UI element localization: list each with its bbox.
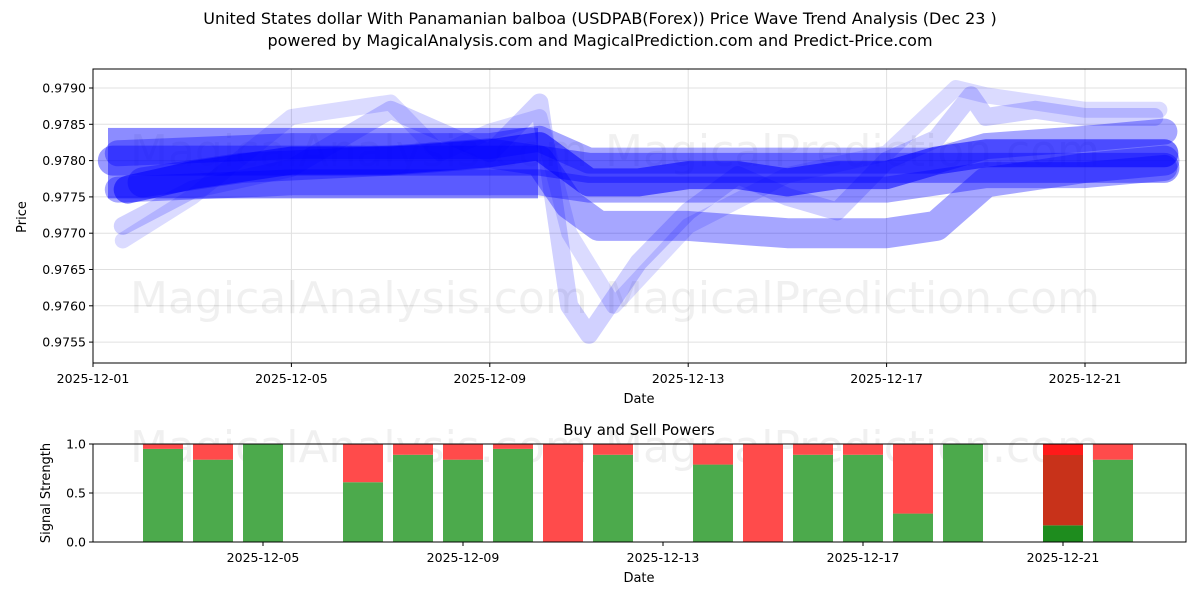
price-tick-label: 0.9790: [42, 81, 86, 96]
sell-segment: [743, 444, 783, 542]
bar-2025-12-10: [493, 444, 533, 542]
bar-2025-12-03: [143, 444, 183, 542]
sell-segment: [793, 444, 833, 455]
price-tick-label: 0.9775: [42, 189, 86, 204]
date-tick-label: 2025-12-13: [652, 371, 725, 386]
sell-segment: [143, 444, 183, 449]
price-tick-label: 0.9770: [42, 226, 86, 241]
bar-chart-title: Buy and Sell Powers: [563, 421, 715, 439]
bar-2025-12-22: [1093, 444, 1133, 542]
bar-2025-12-18: [893, 444, 933, 542]
signal-axis-ticks: 0.0 0.5 1.0: [66, 437, 93, 550]
buy-segment: [393, 454, 433, 542]
date-tick-label: 2025-12-01: [57, 371, 130, 386]
main-xlabel: Date: [623, 392, 654, 407]
watermark-analysis: MagicalAnalysis.com: [130, 273, 588, 324]
wave-rect-band: [108, 127, 538, 199]
bar-2025-12-08: [393, 444, 433, 542]
date-axis-ticks: 2025-12-01 2025-12-05 2025-12-09 2025-12-13…: [57, 363, 1122, 386]
bar-2025-12-14: [693, 444, 733, 542]
wave-upper-band: [104, 118, 1178, 174]
date-tick-label: 2025-12-05: [255, 371, 328, 386]
sell-segment: [193, 444, 233, 460]
chart-subtitle: powered by MagicalAnalysis.com and Magic…: [267, 31, 933, 50]
buy-segment: [243, 444, 283, 542]
buy-segment: [1093, 459, 1133, 542]
watermark-prediction: MagicalPrediction.com: [605, 273, 1100, 324]
bar-date-tick-label: 2025-12-17: [827, 550, 900, 565]
buy-segment: [943, 444, 983, 542]
wave-dip-wave: [127, 138, 1180, 249]
buy-segment: [693, 464, 733, 542]
sell-segment: [393, 444, 433, 455]
price-wave-chart: MagicalAnalysis.com MagicalPrediction.co…: [15, 68, 1187, 407]
sell-segment: [443, 444, 483, 460]
bar-xlabel: Date: [623, 571, 654, 586]
bar-date-tick-label: 2025-12-21: [1027, 550, 1100, 565]
buy-segment: [843, 454, 883, 542]
bar-2025-12-07: [343, 444, 383, 542]
buy-segment: [143, 448, 183, 542]
bar-2025-12-04: [193, 444, 233, 542]
price-tick-label: 0.9780: [42, 153, 86, 168]
buy-sell-chart: Buy and Sell Powers MagicalAnalysis.com …: [39, 421, 1187, 586]
bar-date-tick-label: 2025-12-09: [427, 550, 500, 565]
sell-segment: [893, 444, 933, 514]
bar-2025-12-05: [243, 444, 283, 542]
buy-segment: [343, 482, 383, 542]
bar-2025-12-16: [793, 444, 833, 542]
bar-date-tick-label: 2025-12-13: [627, 550, 700, 565]
bar-2025-12-11: [543, 444, 583, 542]
bar-date-axis-ticks: 2025-12-05 2025-12-09 2025-12-13 2025-12-17…: [227, 542, 1100, 565]
main-gridlines: [92, 69, 1186, 363]
buy-segment: [443, 459, 483, 542]
price-tick-label: 0.9785: [42, 117, 86, 132]
main-ylabel: Price: [15, 201, 30, 233]
wave-spike-wave: [113, 86, 1164, 344]
buy-segment: [493, 448, 533, 542]
bar-2025-12-15: [743, 444, 783, 542]
sell-segment: [1043, 444, 1083, 526]
chart-title: United States dollar With Panamanian bal…: [203, 9, 997, 28]
buy-segment: [793, 454, 833, 542]
wave-bands: [97, 80, 1180, 344]
price-axis-ticks: 0.9755 0.9760 0.9765 0.9770 0.9775 0.9780 0.97…: [42, 81, 93, 350]
wave-core-trend: [113, 132, 1179, 204]
sell-segment: [543, 444, 583, 542]
date-tick-label: 2025-12-21: [1049, 371, 1122, 386]
signal-tick-label: 1.0: [66, 437, 86, 452]
sell-segment: [1093, 444, 1133, 460]
price-tick-label: 0.9755: [42, 335, 86, 350]
bar-ylabel: Signal Strength: [39, 443, 54, 543]
wave-flat-band: [97, 145, 1180, 183]
date-tick-label: 2025-12-09: [453, 371, 526, 386]
price-tick-label: 0.9760: [42, 298, 86, 313]
buy-segment: [193, 459, 233, 542]
sell-segment: [693, 444, 733, 465]
bar-2025-12-12: [593, 444, 633, 542]
bar-2025-12-09: [443, 444, 483, 542]
sell-segment: [493, 444, 533, 449]
signal-tick-label: 0.0: [66, 535, 86, 550]
sell-segment: [843, 444, 883, 455]
date-tick-label: 2025-12-17: [850, 371, 923, 386]
wave-rise-wave: [114, 80, 1168, 314]
main-plot-frame: [92, 68, 1187, 364]
wave-lower-band: [104, 154, 1178, 203]
buy-segment: [593, 454, 633, 542]
sell-segment: [593, 444, 633, 455]
bar-2025-12-19: [943, 444, 983, 542]
sell-segment-top: [1043, 444, 1083, 455]
sell-segment: [343, 444, 383, 483]
bar-2025-12-17: [843, 444, 883, 542]
bar-date-tick-label: 2025-12-05: [227, 550, 300, 565]
bar-2025-12-21: [1043, 444, 1083, 542]
price-tick-label: 0.9765: [42, 262, 86, 277]
buy-segment: [893, 513, 933, 542]
buy-segment: [1043, 525, 1083, 542]
signal-bars: [143, 444, 1133, 542]
signal-tick-label: 0.5: [66, 486, 86, 501]
